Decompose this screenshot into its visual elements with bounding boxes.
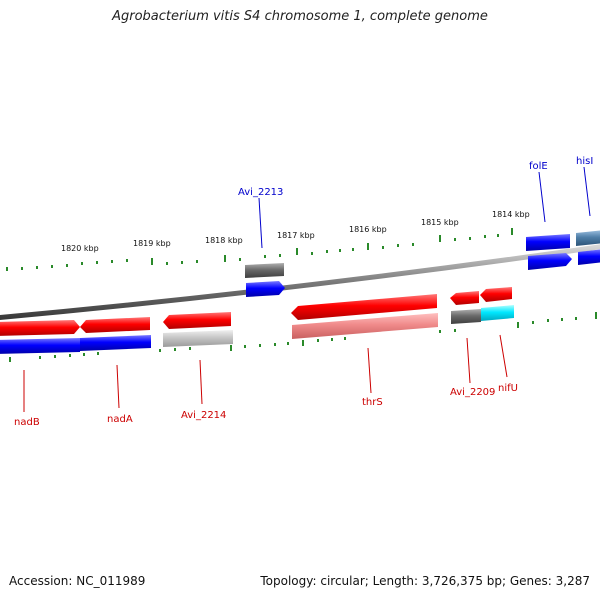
gene-nadb[interactable] — [0, 320, 80, 336]
gene-fole-a[interactable] — [526, 234, 570, 251]
gene-nada[interactable] — [80, 317, 150, 333]
inner-tick-row — [9, 312, 597, 362]
gene-avi2214[interactable] — [163, 312, 231, 329]
gene-label-fole[interactable]: folE — [529, 161, 548, 172]
gene-label-nadb[interactable]: nadB — [14, 417, 40, 428]
scale-label: 1820 kbp — [61, 244, 99, 253]
label-leaders — [23, 166, 591, 412]
scale-label: 1819 kbp — [133, 239, 171, 248]
gene-label-avi2213[interactable]: Avi_2213 — [238, 187, 283, 198]
gene-avi2209[interactable] — [450, 291, 479, 305]
gene-nifu-cyan[interactable] — [481, 305, 514, 321]
scale-label: 1818 kbp — [205, 236, 243, 245]
chromosome-backbone — [0, 244, 600, 321]
scale-label: 1816 kbp — [349, 225, 387, 234]
gene-label-avi2214[interactable]: Avi_2214 — [181, 410, 226, 421]
gene-nada-blue[interactable] — [80, 335, 151, 351]
gene-nadb-blue[interactable] — [0, 338, 80, 354]
gene-thrs[interactable] — [291, 294, 437, 320]
scale-label: 1814 kbp — [492, 210, 530, 219]
gene-label-avi2209[interactable]: Avi_2209 — [450, 387, 495, 398]
gene-fole-b[interactable] — [528, 253, 572, 270]
gene-hisi-steel[interactable] — [576, 230, 600, 246]
gene-label-hisi[interactable]: hisI — [576, 156, 593, 167]
gene-thrs-pink[interactable] — [292, 313, 438, 339]
gene-nifu[interactable] — [480, 287, 512, 302]
topology-label: Topology: circular; Length: 3,726,375 bp… — [260, 574, 590, 588]
gene-avi2209-pseudo[interactable] — [451, 309, 481, 324]
gene-label-thrs[interactable]: thrS — [362, 397, 383, 408]
accession-label: Accession: NC_011989 — [9, 574, 146, 588]
gene-avi2213[interactable] — [246, 281, 285, 297]
outer-tick-row — [6, 228, 513, 271]
gene-avi2214-pseudo[interactable] — [163, 330, 233, 347]
gene-avi2213-pseudo[interactable] — [245, 263, 284, 278]
scale-label: 1817 kbp — [277, 231, 315, 240]
scale-label: 1815 kbp — [421, 218, 459, 227]
map-title: Agrobacterium vitis S4 chromosome 1, com… — [112, 9, 488, 24]
gene-label-nada[interactable]: nadA — [107, 414, 133, 425]
gene-hisi[interactable] — [578, 249, 600, 265]
gene-label-nifu[interactable]: nifU — [498, 383, 518, 394]
